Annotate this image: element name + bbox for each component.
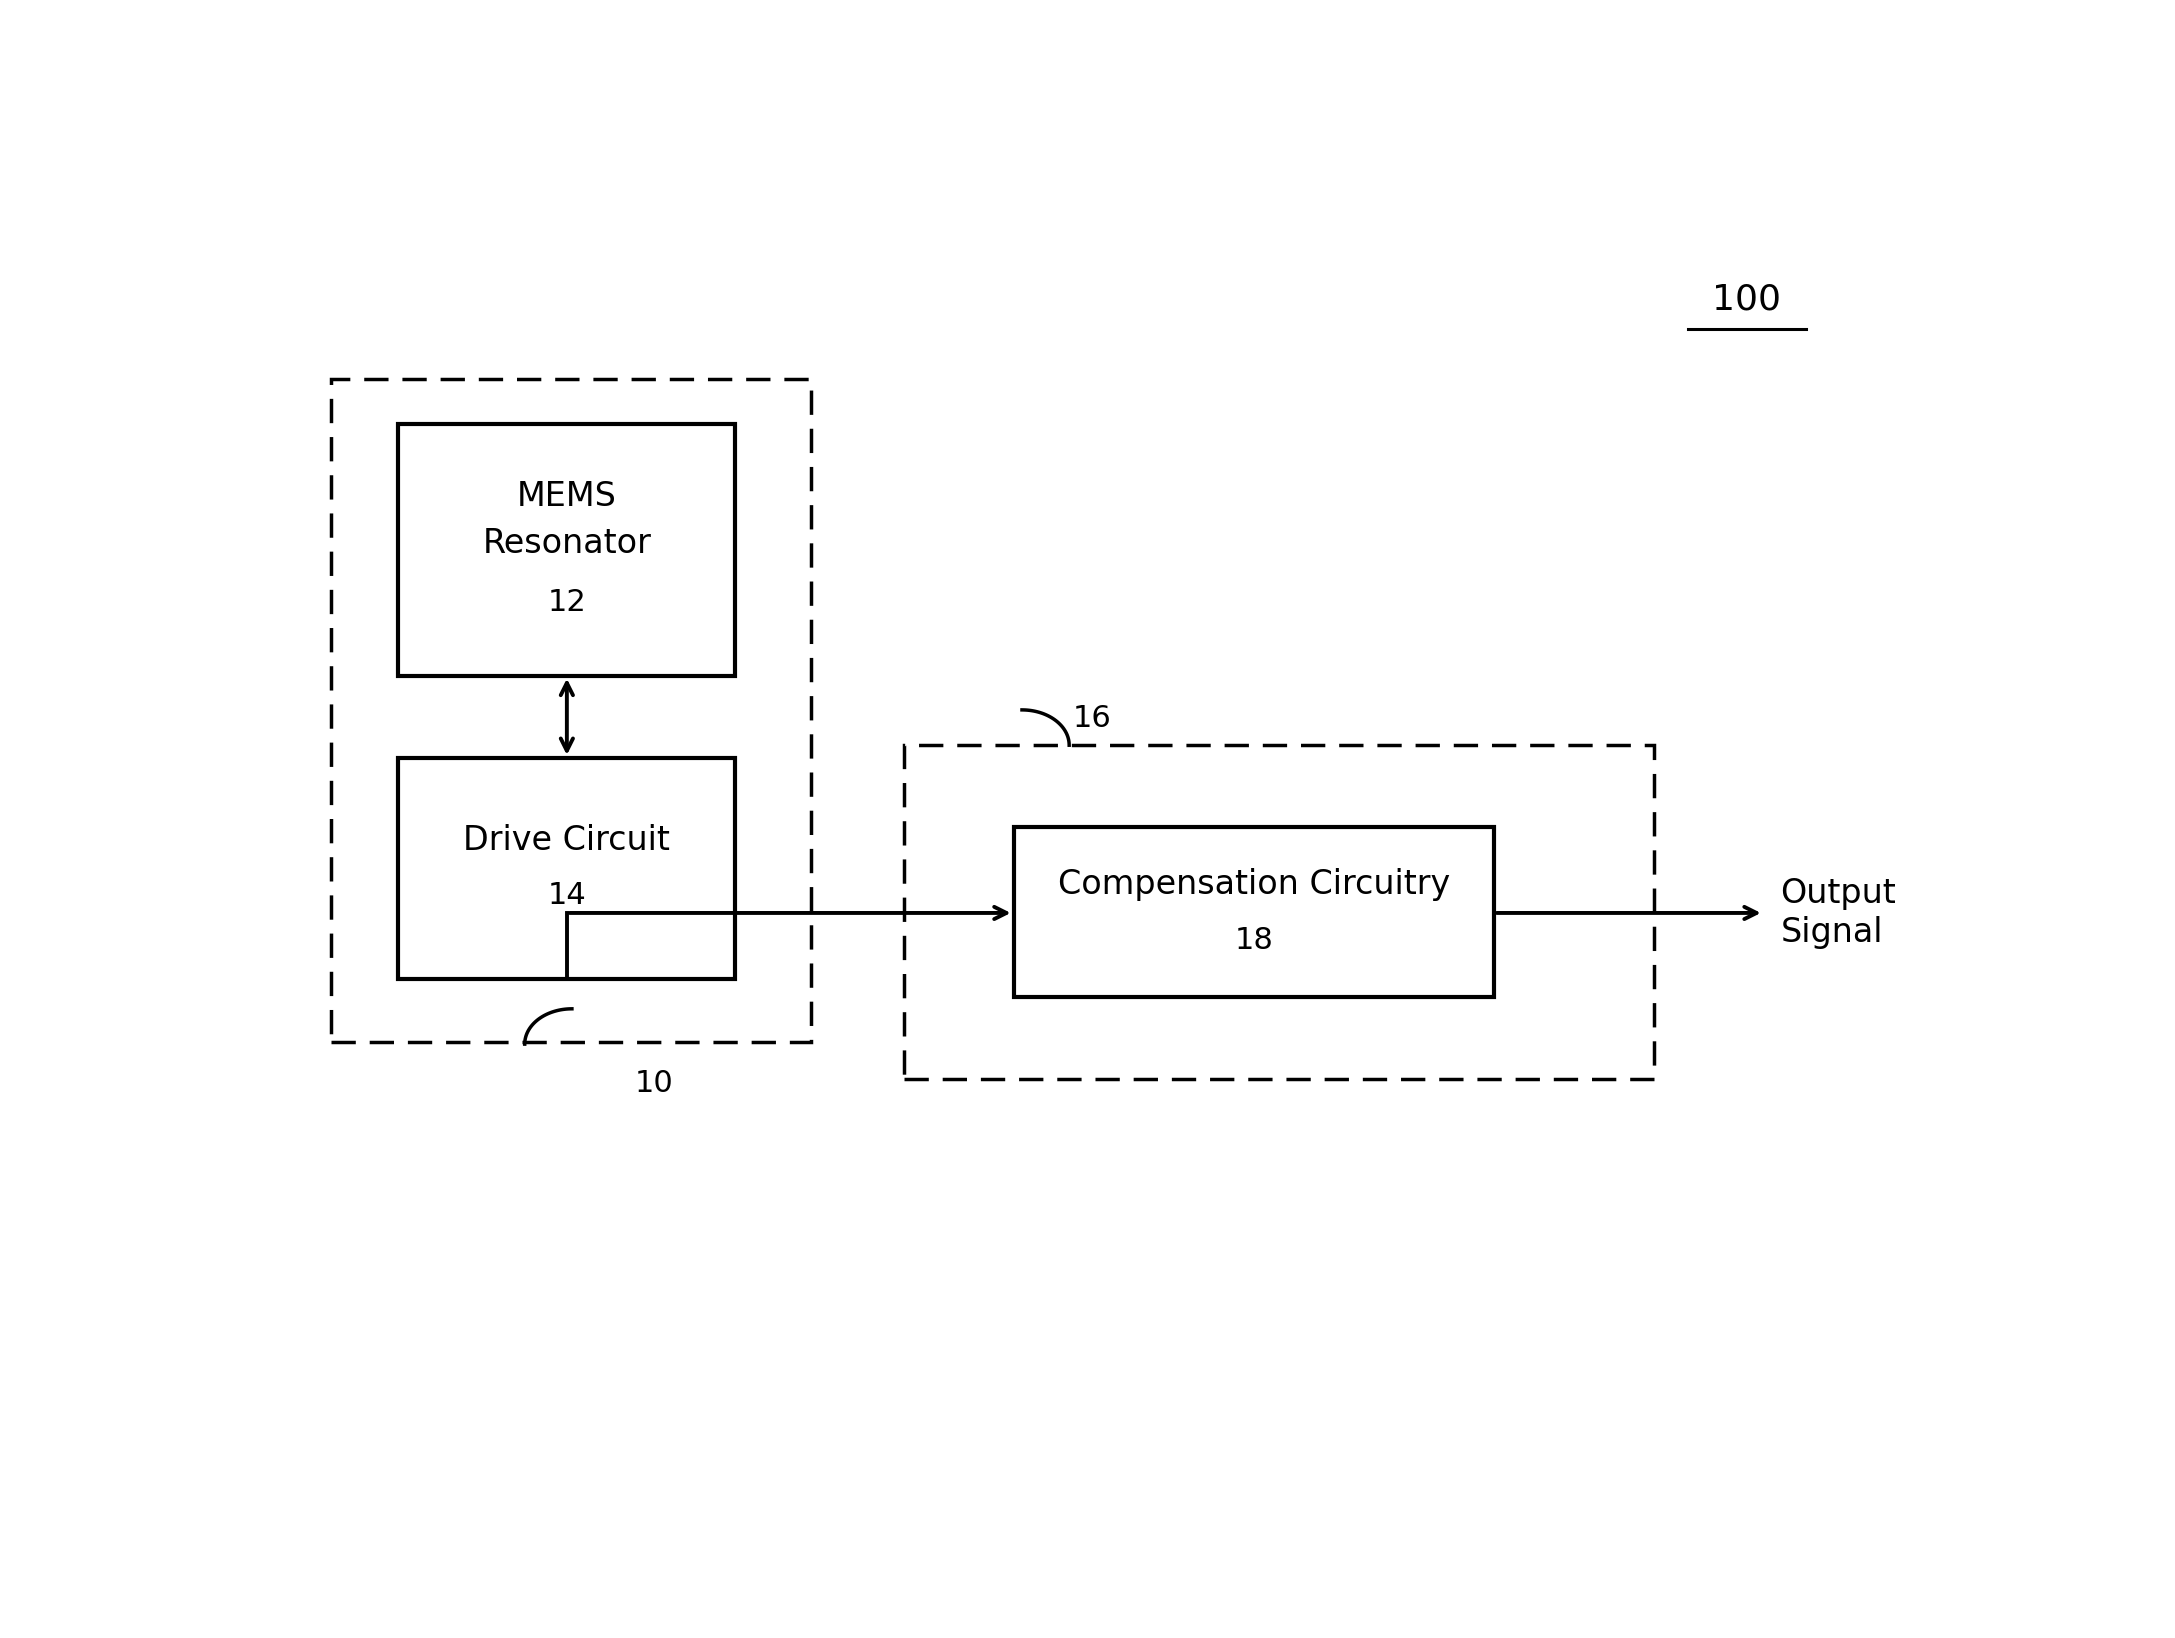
Text: Output
Signal: Output Signal <box>1781 878 1897 948</box>
Text: 14: 14 <box>548 881 587 911</box>
FancyBboxPatch shape <box>398 424 735 676</box>
Text: 100: 100 <box>1712 282 1781 316</box>
Text: 16: 16 <box>1072 704 1111 732</box>
Text: Compensation Circuitry: Compensation Circuitry <box>1057 868 1451 901</box>
Text: 10: 10 <box>635 1070 672 1099</box>
Text: 12: 12 <box>548 588 587 618</box>
Text: 18: 18 <box>1235 925 1272 955</box>
Text: Resonator: Resonator <box>483 527 650 560</box>
FancyBboxPatch shape <box>1014 827 1494 998</box>
Text: MEMS: MEMS <box>518 480 618 513</box>
FancyBboxPatch shape <box>398 758 735 978</box>
Text: Drive Circuit: Drive Circuit <box>463 824 670 857</box>
